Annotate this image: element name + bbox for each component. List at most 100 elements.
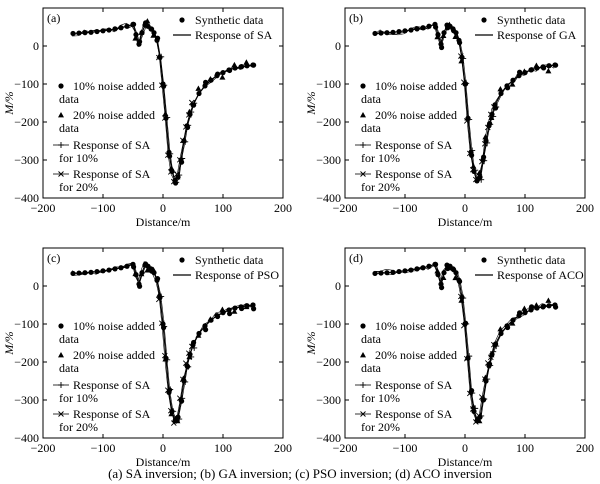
synthetic-point xyxy=(408,267,414,273)
synthetic-point xyxy=(546,63,552,69)
resp20-point xyxy=(188,99,195,106)
resp20-point xyxy=(185,350,192,356)
x-tick-label: −100 xyxy=(91,201,116,215)
y-tick-label: −100 xyxy=(316,77,341,91)
response-line xyxy=(72,263,254,423)
synthetic-point xyxy=(510,77,516,83)
synthetic-point xyxy=(94,268,100,275)
x-axis-label: Distance/m xyxy=(438,455,493,469)
resp10-point xyxy=(167,150,174,157)
resp20-point xyxy=(475,412,482,419)
synthetic-point xyxy=(100,28,106,34)
noise10-point xyxy=(239,64,245,70)
legend-noise-label: 20% noise added xyxy=(73,108,155,122)
noise10-point xyxy=(203,327,209,333)
noise20-point xyxy=(533,302,540,308)
legend-noise-label-cont: data xyxy=(361,361,382,375)
legend-noise-label-cont: for 10% xyxy=(361,151,400,165)
noise20-point xyxy=(509,81,516,87)
synthetic-point xyxy=(396,268,402,275)
y-tick-label: −300 xyxy=(316,153,341,167)
response-20-line xyxy=(373,23,555,181)
y-tick-label: −400 xyxy=(316,431,341,445)
noise20-point xyxy=(231,61,238,68)
resp20-point xyxy=(457,53,464,59)
noise20-point xyxy=(497,326,504,332)
noise10-point xyxy=(203,79,209,85)
legend-noise-label-cont: data xyxy=(361,121,382,135)
noise10-point xyxy=(553,304,559,310)
response-10-line xyxy=(73,262,254,421)
resp20-point xyxy=(179,376,186,383)
noise10-point xyxy=(487,361,493,367)
noise20-point xyxy=(144,267,151,273)
legend-noise-label-cont: data xyxy=(59,361,80,375)
legend-response-label: Response of SA xyxy=(195,28,273,42)
synthetic-point xyxy=(106,267,112,273)
noise10-point xyxy=(251,62,257,68)
synthetic-point xyxy=(133,31,139,38)
legend-response-label: Response of PSO xyxy=(195,268,279,282)
x-axis-label: Distance/m xyxy=(136,455,191,469)
resp10-point xyxy=(191,344,198,351)
x-tick-label: −100 xyxy=(393,201,418,215)
legend-noise-marker xyxy=(58,323,64,329)
y-tick-label: −200 xyxy=(14,355,39,369)
legend-noise-marker xyxy=(360,323,366,329)
y-tick-label: −200 xyxy=(14,115,39,129)
legend-noise-marker xyxy=(360,411,366,417)
noise10-point xyxy=(529,67,535,73)
y-tick-label: 0 xyxy=(335,39,341,53)
noise20-point xyxy=(452,33,459,39)
x-tick-label: −200 xyxy=(333,201,358,215)
noise20-point xyxy=(243,59,250,65)
noise10-point xyxy=(251,306,257,312)
synthetic-point xyxy=(498,90,504,97)
resp10-point xyxy=(182,378,189,385)
resp20-point xyxy=(466,390,473,397)
synthetic-point xyxy=(378,270,384,276)
resp20-point xyxy=(469,166,476,173)
legend-noise-label-cont: data xyxy=(361,92,382,106)
legend-noise-marker xyxy=(58,83,64,89)
synthetic-point xyxy=(408,27,414,33)
noise20-point xyxy=(545,297,552,303)
noise20-point xyxy=(168,410,175,417)
resp20-point xyxy=(481,376,488,382)
resp10-point xyxy=(185,122,192,129)
synthetic-point xyxy=(88,269,94,275)
resp20-point xyxy=(164,387,171,394)
synthetic-point xyxy=(106,27,112,33)
noise20-point xyxy=(434,33,441,40)
noise10-point xyxy=(505,85,511,91)
noise10-point xyxy=(167,153,173,159)
synthetic-point xyxy=(100,268,106,274)
resp20-point xyxy=(182,360,189,367)
resp20-point xyxy=(164,152,171,159)
synthetic-point xyxy=(112,26,118,32)
legend-noise-marker xyxy=(58,142,64,148)
resp20-point xyxy=(173,415,180,421)
y-tick-label: −400 xyxy=(316,191,341,205)
response-line xyxy=(374,263,556,423)
legend-noise-label: 20% noise added xyxy=(375,108,457,122)
resp20-point xyxy=(460,79,467,86)
noise10-point xyxy=(137,39,143,45)
legend-noise-label-cont: for 10% xyxy=(59,391,98,405)
synthetic-point xyxy=(124,263,130,269)
x-tick-label: 100 xyxy=(214,201,232,215)
noise10-point xyxy=(191,339,197,346)
resp10-point xyxy=(463,320,470,327)
legend-noise-label-cont: data xyxy=(59,121,80,135)
noise20-point xyxy=(150,266,157,273)
resp20-point xyxy=(185,112,192,118)
synthetic-point xyxy=(232,305,238,311)
legend-noise-label: Response of SA xyxy=(375,407,453,421)
resp20-point xyxy=(158,82,165,89)
legend-noise-marker xyxy=(58,112,64,118)
noise10-point xyxy=(529,304,535,310)
legend-noise-marker xyxy=(360,352,366,358)
resp10-point xyxy=(490,348,497,355)
chart-panel-4: −200 −100 0 100 200−400−300−200−1000Distance… xyxy=(304,247,594,469)
noise20-point xyxy=(219,306,226,312)
